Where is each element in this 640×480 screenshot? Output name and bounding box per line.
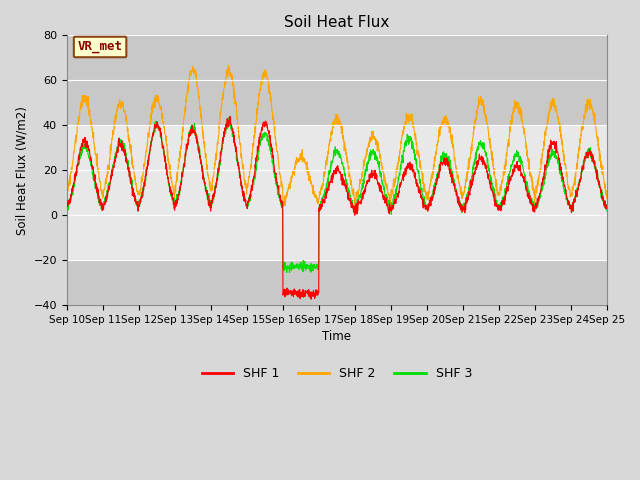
Text: VR_met: VR_met [77, 40, 123, 53]
Title: Soil Heat Flux: Soil Heat Flux [284, 15, 390, 30]
X-axis label: Time: Time [323, 330, 351, 343]
Bar [67, 260, 607, 305]
Legend: SHF 1, SHF 2, SHF 3: SHF 1, SHF 2, SHF 3 [196, 362, 477, 385]
Bar [67, 36, 607, 125]
Y-axis label: Soil Heat Flux (W/m2): Soil Heat Flux (W/m2) [15, 106, 28, 235]
